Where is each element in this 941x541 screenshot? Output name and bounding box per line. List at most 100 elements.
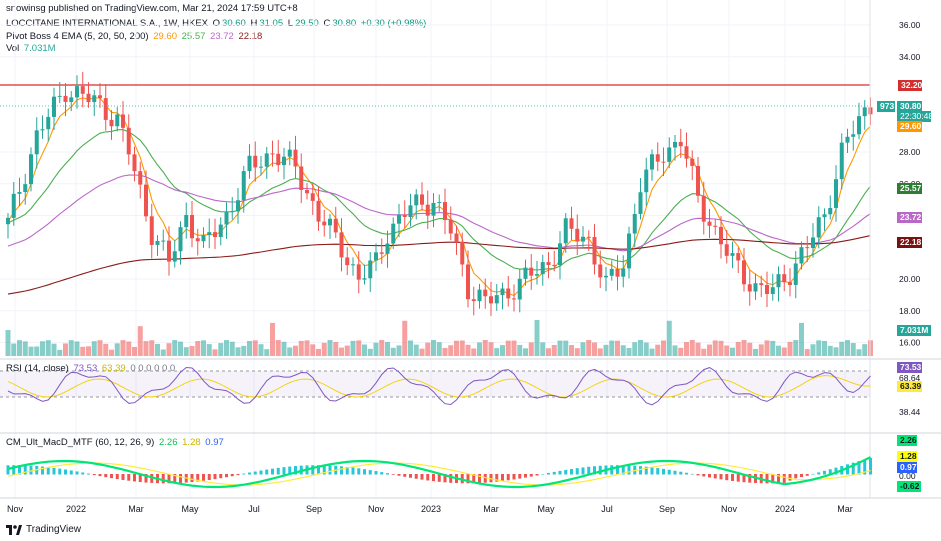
candle-body (707, 221, 712, 226)
macd-histogram-bar (58, 468, 62, 475)
macd-histogram-bar (133, 474, 136, 482)
candle-body (362, 278, 367, 280)
candle-body (604, 275, 608, 278)
macd-histogram-bar (627, 465, 631, 475)
macd-line (7, 456, 871, 489)
macd-histogram-bar (489, 474, 493, 483)
candle-body (155, 240, 160, 245)
macd-signal-line (7, 462, 871, 486)
volume-bar (471, 348, 477, 356)
volume-bar (431, 340, 436, 356)
macd-histogram-bar (593, 466, 596, 475)
volume-bar (597, 348, 603, 356)
candle-body (69, 97, 74, 102)
candle-body (316, 200, 321, 222)
volume-bar (707, 344, 712, 356)
candle-body (11, 193, 16, 218)
macd-histogram-bar (506, 474, 510, 481)
vol-legend: Vol 7.031M (6, 43, 56, 54)
candle-body (63, 95, 68, 102)
macd-histogram-bar (75, 471, 79, 475)
rsi-value-badge: 73.53 (897, 362, 922, 373)
volume-bar (362, 344, 367, 356)
candle-body (414, 194, 419, 206)
volume-bar (799, 322, 804, 356)
volume-bar (408, 340, 413, 356)
candle-body (558, 243, 562, 266)
candle-body (701, 195, 706, 222)
volume-bar (459, 340, 465, 356)
time-axis-label: May (537, 504, 555, 514)
candle-body (535, 274, 539, 276)
volume-bar (218, 343, 224, 356)
candle-body (724, 244, 729, 256)
volume-bar (252, 340, 258, 356)
volume-bar (120, 340, 126, 356)
candle-body (184, 214, 189, 228)
candle-body (500, 288, 505, 296)
volume-bar (862, 344, 868, 356)
volume-bar (620, 345, 626, 356)
macd-histogram-bar (805, 474, 809, 476)
macd-histogram-bar (558, 470, 562, 475)
volume-bar (310, 344, 316, 356)
candle-body (178, 227, 183, 252)
volume-bar (356, 340, 362, 356)
macd-histogram-bar (121, 474, 125, 480)
volume-bar (149, 340, 155, 356)
candle-body (420, 194, 424, 205)
volume-bar (206, 344, 212, 356)
candle-body (765, 285, 769, 294)
candle-body (259, 166, 263, 168)
macd-histogram-bar (248, 472, 251, 475)
candle-body (75, 86, 79, 98)
candle-body (448, 219, 453, 234)
volume-bar (839, 341, 845, 356)
candle-body (540, 262, 545, 275)
volume-bar (523, 348, 528, 356)
macd-histogram-bar (317, 465, 320, 475)
volume-bar (448, 345, 454, 356)
tradingview-logo[interactable]: TradingView (6, 524, 81, 535)
rsi-legend: RSI (14, close) 73.53 63.39 0 0 0 0 0 0 (6, 363, 176, 374)
volume-bar (114, 343, 120, 356)
price-axis-label: 20.00 (899, 274, 921, 284)
volume-bar (74, 341, 80, 356)
candle-body (816, 217, 821, 238)
volume-bar (17, 340, 22, 356)
macd-histogram-bar (265, 469, 269, 475)
price-axis-label: 16.00 (899, 338, 921, 348)
volume-bar (189, 346, 195, 356)
candle-body (506, 288, 511, 299)
macd-histogram-bar (736, 474, 740, 482)
macd-histogram-bar (535, 474, 539, 476)
candle-body (517, 278, 522, 300)
macd-histogram-bar (104, 474, 108, 478)
macd-histogram-bar (857, 461, 861, 475)
rsi-lines (7, 366, 871, 406)
rsi-ma-line (7, 375, 871, 398)
macd-histogram-bar (518, 474, 522, 479)
volume-bar (258, 344, 264, 356)
volume-bar (655, 344, 661, 356)
candle-body (328, 218, 332, 226)
volume-bar (436, 342, 442, 356)
candle-body (161, 240, 166, 242)
volume-bar (678, 347, 684, 356)
macd-histogram-bar (322, 465, 326, 475)
candle-body (581, 236, 585, 242)
macd-histogram-bar (616, 465, 619, 475)
candle-body (552, 264, 557, 266)
volume-bar (695, 342, 701, 356)
macd-histogram-bar (144, 474, 148, 483)
macd-histogram-bar (598, 465, 602, 475)
macd-neg-badge: -0.62 (897, 481, 921, 492)
volume-bar (712, 340, 718, 356)
ema200-line (7, 235, 871, 295)
macd-histogram-bar (294, 466, 297, 475)
watermark: snowinsg published on TradingView.com, M… (6, 3, 298, 14)
macd-histogram-bar (846, 464, 849, 475)
candle-body (374, 252, 378, 261)
macd-histogram-bar (777, 474, 780, 484)
